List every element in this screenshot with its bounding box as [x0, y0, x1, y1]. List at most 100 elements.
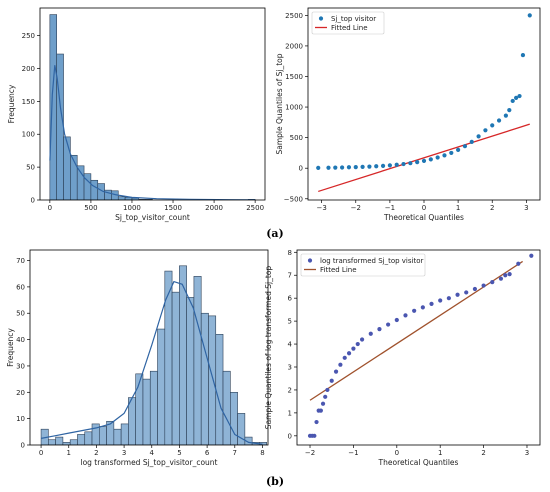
x-axis-label: log transformed Sj_top_visitor_count — [80, 458, 217, 467]
y-tick-label: 200 — [22, 65, 35, 73]
qq-b-chart: −2 −1 0 1 2 3 0 1 2 3 4 5 6 7 8 Theoretical Quantiles Sa… — [264, 249, 541, 467]
y-axis-label: Frequency — [7, 84, 16, 123]
histogram-bar — [215, 334, 224, 445]
qq-point — [456, 147, 461, 152]
qq-point — [483, 128, 488, 133]
qq-point — [420, 305, 425, 310]
qq-point — [394, 162, 399, 167]
qq-point — [529, 253, 534, 258]
legend-marker — [318, 16, 324, 21]
qq-point — [446, 296, 451, 301]
x-tick-label: 0 — [39, 449, 43, 457]
histogram-bar — [222, 370, 231, 445]
y-tick-label: 20 — [16, 389, 25, 397]
histogram-bar — [55, 436, 64, 445]
qq-point — [498, 276, 504, 281]
qq-point — [340, 165, 345, 170]
qq-point — [520, 52, 526, 58]
y-axis-label: Sample Quantiles of Sj_top — [275, 53, 284, 154]
qq-point — [342, 355, 347, 360]
histogram-bar — [120, 423, 129, 445]
legend-marker — [307, 258, 313, 263]
x-tick-label: 3 — [524, 204, 528, 212]
qq-point — [507, 271, 512, 277]
qq-point — [442, 153, 447, 158]
x-tick-label: 3 — [122, 449, 126, 457]
histogram-bar — [113, 428, 122, 445]
y-tick-label: 0 — [299, 165, 303, 173]
qq-point — [490, 280, 495, 285]
histogram-bar — [164, 270, 173, 445]
axes-frame — [307, 7, 541, 201]
histogram-bar — [237, 413, 246, 445]
y-tick-label: 1500 — [285, 73, 303, 81]
qq-point — [312, 433, 317, 438]
qq-point — [517, 93, 522, 99]
y-tick-label: 2 — [288, 386, 292, 394]
legend-label: Fitted Line — [331, 24, 368, 32]
qq-point — [403, 313, 408, 318]
y-tick-label: 500 — [290, 134, 303, 142]
qq-point — [329, 378, 334, 383]
x-tick-label: 8 — [260, 449, 264, 457]
qq-point — [429, 301, 434, 307]
panel-label-a: (a) — [266, 227, 284, 240]
plot-area — [316, 13, 532, 193]
qq-point — [503, 113, 508, 118]
legend-label: log transformed Sj_top visitor — [320, 257, 423, 265]
qq-point — [503, 273, 508, 278]
y-tick-label: 0 — [31, 197, 35, 205]
x-tick-label: −2 — [305, 449, 315, 457]
y-tick-label: 2000 — [285, 42, 303, 50]
histogram-bar — [142, 378, 151, 445]
x-tick-label: 2500 — [246, 204, 264, 212]
legend-label: Sj_top visitor — [331, 15, 376, 23]
qq-point — [408, 161, 413, 166]
x-axis-label: Sj_top_visitor_count — [115, 213, 190, 222]
qq-point — [359, 337, 365, 342]
y-tick-label: 50 — [16, 310, 25, 318]
qq-point — [527, 13, 532, 18]
qq-point — [351, 346, 356, 351]
qq-point — [368, 331, 373, 336]
qq-point — [367, 164, 372, 169]
qq-point — [435, 155, 440, 160]
y-tick-label: 5 — [288, 318, 292, 326]
x-tick-label: 1 — [438, 449, 442, 457]
qq-point — [428, 157, 433, 162]
qq-point — [355, 341, 360, 347]
qq-point — [462, 144, 468, 149]
y-tick-label: 4 — [288, 341, 293, 349]
x-tick-label: 7 — [233, 449, 237, 457]
histogram-bar — [230, 391, 238, 445]
qq-point — [476, 134, 481, 139]
qq-point — [353, 165, 358, 170]
qq-point — [481, 283, 486, 288]
histogram-bar — [200, 312, 209, 445]
qq-point — [333, 165, 338, 170]
kde-curve — [49, 65, 256, 200]
plot-area — [40, 265, 267, 445]
y-axis-label: Sample Quantiles of log transformed Sj_t… — [264, 266, 273, 430]
histogram-bar — [49, 14, 57, 200]
hist-b-chart: 0 1 2 3 4 5 6 7 8 0 10 20 30 40 50 60 70 log transformed … — [6, 249, 269, 467]
y-tick-label: 60 — [16, 283, 25, 291]
x-tick-label: 2000 — [205, 204, 223, 212]
histogram-bar — [193, 276, 202, 445]
qq-point — [326, 165, 331, 170]
y-tick-label: 7 — [288, 272, 292, 280]
qq-point — [346, 351, 352, 356]
qq-point — [496, 118, 502, 123]
y-tick-label: 0 — [288, 432, 292, 440]
histogram-bar — [56, 53, 64, 200]
qq-point — [490, 123, 495, 128]
histogram-bar — [77, 434, 86, 445]
histogram-bar — [244, 436, 253, 445]
qq-point — [325, 387, 330, 393]
qq-point — [346, 165, 352, 170]
axes-frame — [39, 7, 266, 201]
qq-point — [333, 369, 339, 374]
x-tick-label: −1 — [348, 449, 358, 457]
qq-point — [387, 163, 392, 168]
